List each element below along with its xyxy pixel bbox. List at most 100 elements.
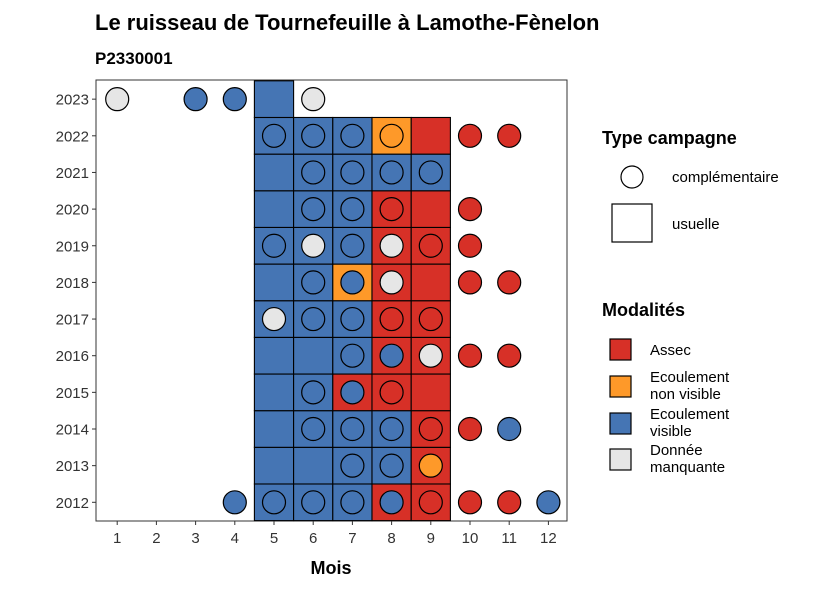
point-2012-9-assec [418, 490, 443, 515]
point-2020-10-assec [457, 197, 483, 222]
x-tick-label-4: 4 [231, 530, 239, 547]
point-2012-10-assec [457, 490, 483, 515]
point-2021-7-ecoulement-visible [340, 160, 365, 185]
point-2018-11-assec [497, 270, 522, 295]
point-2012-12-ecoulement-visible [536, 490, 561, 515]
y-tick-label-2023: 2023 [56, 92, 89, 109]
point-2014-10-assec [457, 416, 483, 442]
y-axis: 2012 2013 2014 2015 2016 2017 2018 2019 2020 2021… [56, 92, 96, 512]
legend-label-assec: Assec [650, 342, 691, 359]
tile-2019-9-assec [410, 226, 451, 265]
x-tick-label-6: 6 [309, 530, 317, 547]
x-tick-label-5: 5 [270, 530, 278, 547]
point-2020-7-ecoulement-visible [340, 197, 365, 222]
tile-2023-5-ecoulement-visible [253, 80, 295, 119]
point-2021-8-ecoulement-visible [379, 160, 404, 185]
point-2023-3-ecoulement-visible [183, 87, 208, 112]
point-2012-8-ecoulement-visible [379, 490, 404, 515]
point-2012-4-ecoulement-visible [222, 490, 247, 515]
point-2018-10-assec [457, 270, 483, 295]
point-2018-7-ecoulement-visible [340, 270, 365, 295]
point-2019-7-ecoulement-visible [340, 233, 365, 258]
tile-2016-5-ecoulement-visible [253, 336, 295, 375]
tile-2021-5-ecoulement-visible [253, 153, 295, 192]
tile-2018-9-assec [410, 263, 451, 302]
point-2022-5-ecoulement-visible [261, 123, 287, 148]
x-tick-label-1: 1 [113, 530, 121, 547]
y-tick-label-2015: 2015 [56, 385, 89, 402]
point-2012-6-ecoulement-visible [301, 490, 326, 515]
tile-2014-5-ecoulement-visible [253, 410, 295, 448]
chart-subtitle: P2330001 [95, 49, 173, 68]
point-2017-8-assec [379, 306, 404, 332]
point-2021-6-ecoulement-visible [301, 160, 326, 185]
y-tick-label-2022: 2022 [56, 128, 89, 145]
point-2020-8-assec [379, 197, 404, 222]
legend-key-ecoulement-visible [609, 412, 632, 435]
point-2022-6-ecoulement-visible [301, 123, 326, 148]
y-tick-label-2013: 2013 [56, 458, 89, 475]
x-tick-label-10: 10 [462, 530, 479, 547]
tile-2015-5-ecoulement-visible [253, 373, 295, 412]
tile-2016-6-ecoulement-visible [293, 336, 334, 375]
point-2019-9-assec [418, 233, 443, 258]
point-2019-5-ecoulement-visible [261, 233, 287, 258]
x-tick-label-12: 12 [540, 530, 557, 547]
point-2012-7-ecoulement-visible [340, 490, 365, 515]
x-tick-label-11: 11 [501, 530, 517, 547]
point-2022-10-assec [457, 123, 483, 148]
point-2012-11-assec [497, 490, 522, 515]
point-2017-6-ecoulement-visible [301, 306, 326, 332]
y-tick-label-2020: 2020 [56, 202, 89, 219]
y-tick-label-2014: 2014 [56, 422, 89, 439]
point-2014-9-assec [418, 416, 443, 442]
tile-2013-6-ecoulement-visible [293, 446, 334, 485]
legend-key-usuelle [611, 203, 653, 243]
x-axis-title: Mois [310, 558, 351, 578]
legend-label-ecoulement-non-visible: Ecoulement non visible [650, 369, 730, 403]
point-2016-9-donnee-manquante [418, 343, 443, 368]
tile-2020-5-ecoulement-visible [253, 190, 295, 228]
legend-label-complementaire: complémentaire [672, 169, 779, 186]
legend-label-donnee-manquante: Donnée manquante [650, 442, 725, 476]
point-2020-6-ecoulement-visible [301, 197, 326, 222]
point-2019-8-donnee-manquante [379, 233, 404, 258]
x-axis: 1 2 3 4 5 6 7 8 9 10 11 12 [113, 521, 557, 547]
point-2015-8-assec [379, 380, 404, 405]
legend-title-modalites: Modalités [602, 300, 685, 320]
point-2023-1-donnee-manquante [105, 87, 130, 112]
point-2014-11-ecoulement-visible [497, 416, 522, 442]
point-2018-8-donnee-manquante [379, 270, 404, 295]
x-tick-label-2: 2 [152, 530, 160, 547]
point-2017-7-ecoulement-visible [340, 306, 365, 332]
point-2016-8-ecoulement-visible [379, 343, 404, 368]
legend-key-complementaire [620, 165, 644, 189]
tile-2015-9-assec [410, 373, 451, 412]
y-tick-label-2018: 2018 [56, 275, 89, 292]
point-2013-9-ecoulement-non-visible [418, 453, 443, 478]
tile-2022-9-assec [410, 116, 451, 155]
plot-area [95, 79, 568, 522]
y-tick-label-2019: 2019 [56, 238, 89, 255]
point-2021-9-ecoulement-visible [418, 160, 443, 185]
tile-2018-6-ecoulement-visible [293, 263, 334, 302]
legend-key-assec [609, 338, 632, 361]
point-2023-4-ecoulement-visible [222, 87, 247, 112]
point-2018-6-ecoulement-visible [301, 270, 326, 295]
point-2016-10-assec [457, 343, 483, 368]
x-tick-label-8: 8 [387, 530, 395, 547]
y-tick-label-2016: 2016 [56, 348, 89, 365]
y-tick-label-2012: 2012 [56, 495, 89, 512]
point-2014-8-ecoulement-visible [379, 416, 404, 442]
legend-title-type-campagne: Type campagne [602, 128, 737, 148]
point-2019-10-assec [457, 233, 483, 258]
chart-title: Le ruisseau de Tournefeuille à Lamothe-F… [95, 10, 599, 35]
point-2019-6-donnee-manquante [301, 233, 326, 258]
tile-2022-6-ecoulement-visible [293, 116, 334, 155]
point-2022-8-ecoulement-non-visible [379, 123, 404, 148]
x-tick-label-7: 7 [348, 530, 356, 547]
x-tick-label-3: 3 [191, 530, 199, 547]
tile-2018-5-ecoulement-visible [253, 263, 295, 302]
point-2017-9-assec [418, 306, 443, 332]
